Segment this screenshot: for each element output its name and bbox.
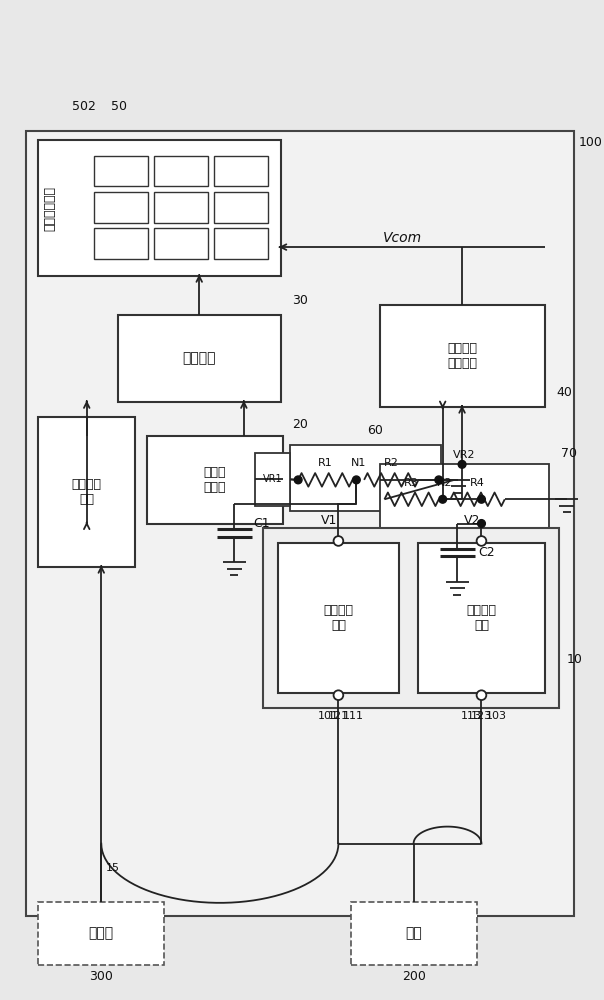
Bar [214,192,268,223]
Text: Vcom: Vcom [384,231,422,245]
Text: 10: 10 [567,653,583,666]
Circle shape [477,536,486,546]
Text: R2: R2 [384,458,399,468]
Circle shape [478,495,486,503]
Bar [154,156,208,186]
Circle shape [294,476,302,484]
Bar [94,192,149,223]
Text: N1: N1 [350,458,366,468]
Bar [25,131,574,916]
Bar [214,228,268,259]
Text: 加马校
正电路: 加马校 正电路 [204,466,226,494]
Bar [350,902,477,965]
Bar [214,156,268,186]
Text: 100: 100 [579,136,602,149]
Text: 公共电压
产生电路: 公共电压 产生电路 [447,342,477,370]
Circle shape [477,690,486,700]
Text: R4: R4 [470,478,485,488]
Text: VR1: VR1 [263,474,283,484]
Text: 液晶显示面板: 液晶显示面板 [43,186,56,231]
Text: 40: 40 [556,386,572,399]
Bar [380,464,550,530]
Text: 时序控制
电路: 时序控制 电路 [72,478,101,506]
Text: 111: 111 [343,711,364,721]
Circle shape [333,690,343,700]
Bar [147,436,283,524]
Text: 101: 101 [318,711,338,721]
Bar [94,228,149,259]
Text: 103: 103 [486,711,507,721]
Text: 121: 121 [328,711,349,721]
Text: 20: 20 [292,418,308,431]
Text: N2: N2 [437,478,452,488]
Text: V2: V2 [464,514,480,527]
Bar [278,543,399,693]
Text: 502: 502 [72,100,96,113]
Text: 70: 70 [561,447,577,460]
Bar [118,315,281,402]
Bar [263,528,559,708]
Text: 15: 15 [106,863,120,873]
Circle shape [478,520,486,527]
Bar [255,453,291,506]
Bar [38,902,164,965]
Text: R3: R3 [404,478,419,488]
Circle shape [333,536,343,546]
Text: 200: 200 [402,970,425,983]
Bar [94,156,149,186]
Text: 123: 123 [471,711,492,721]
Bar [38,140,281,276]
Text: 113: 113 [460,711,481,721]
Bar [291,445,441,511]
Circle shape [435,476,443,484]
Text: C2: C2 [478,546,495,559]
Text: 第一转换
电路: 第一转换 电路 [323,604,353,632]
Bar [154,192,208,223]
Text: C1: C1 [254,517,270,530]
Text: 50: 50 [111,100,127,113]
Bar [154,228,208,259]
Circle shape [439,495,446,503]
Text: 60: 60 [367,424,383,437]
Text: R1: R1 [318,458,333,468]
Bar [38,417,135,567]
Text: VR2: VR2 [453,450,476,460]
Text: 30: 30 [292,294,308,307]
Text: 第二转换
电路: 第二转换 电路 [466,604,496,632]
Text: 信号源: 信号源 [89,926,114,940]
Bar [419,543,544,693]
Text: V1: V1 [321,514,337,527]
Text: 驱动电路: 驱动电路 [182,352,216,366]
Text: 电源: 电源 [405,926,422,940]
Circle shape [458,460,466,468]
Bar [380,305,544,407]
Circle shape [353,476,360,484]
Text: 300: 300 [89,970,113,983]
